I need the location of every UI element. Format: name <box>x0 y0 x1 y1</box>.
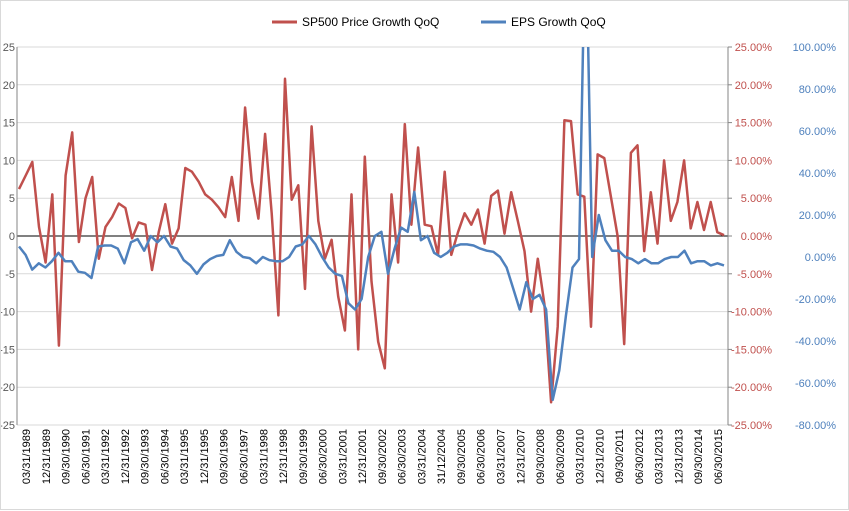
right-eps-tick-label: -40.00% <box>795 336 836 348</box>
legend-label-price: SP500 Price Growth QoQ <box>302 15 439 29</box>
x-tick-label: 12/31/2010 <box>594 429 606 484</box>
x-tick-label: 09/30/2002 <box>377 429 389 484</box>
x-tick-label: 03/31/2007 <box>496 429 508 484</box>
left-tick-label: -5 <box>5 269 15 281</box>
x-tick-label: 09/30/2011 <box>614 429 626 483</box>
right-eps-tick-label: 60.00% <box>799 126 837 138</box>
x-tick-label: 12/31/1989 <box>41 429 53 484</box>
right-price-tick-label: -5.00% <box>737 269 772 281</box>
x-tick-label: 03/31/2004 <box>416 429 428 484</box>
left-tick-label: -10 <box>1 307 15 319</box>
x-tick-label: 09/30/1990 <box>61 429 73 484</box>
left-tick-label: 15 <box>3 118 15 130</box>
x-tick-label: 06/30/2006 <box>476 429 488 484</box>
x-tick-label: 12/31/1992 <box>120 429 132 484</box>
right-price-tick-label: 10.00% <box>735 155 773 167</box>
x-tick-label: 09/30/1999 <box>298 429 310 484</box>
right-price-tick-label: -10.00% <box>731 307 772 319</box>
legend-label-eps: EPS Growth QoQ <box>511 15 606 29</box>
series-line-eps <box>18 47 725 402</box>
x-tick-label: 09/30/1996 <box>219 429 231 484</box>
right-eps-tick-label: -60.00% <box>795 378 836 390</box>
right-eps-tick-label: 80.00% <box>799 84 837 96</box>
right-price-tick-label: 5.00% <box>741 193 772 205</box>
x-tick-label: 06/30/2012 <box>634 429 646 484</box>
x-tick-label: 09/30/2008 <box>535 429 547 484</box>
x-tick-label: 09/30/1993 <box>140 429 152 484</box>
x-tick-label: 03/31/1998 <box>258 429 270 484</box>
left-tick-label: 25 <box>3 42 15 54</box>
x-tick-label: 03/31/1989 <box>21 429 33 484</box>
series-lines <box>17 47 725 404</box>
axes <box>16 47 729 425</box>
legend: SP500 Price Growth QoQ EPS Growth QoQ <box>272 15 606 29</box>
x-tick-label: 06/30/1991 <box>80 429 92 484</box>
x-tick-label: 03/31/1995 <box>179 429 191 484</box>
x-axis-ticks: 03/31/1989 12/31/1989 09/30/1990 06/30/1991… <box>21 429 725 484</box>
x-tick-label: 03/31/2001 <box>337 429 349 484</box>
right-price-tick-label: -20.00% <box>731 382 772 394</box>
x-tick-label: 06/30/2003 <box>397 429 409 484</box>
x-tick-label: 09/30/2014 <box>693 429 705 484</box>
right-eps-tick-label: 40.00% <box>799 168 837 180</box>
x-tick-label: 12/31/2001 <box>357 429 369 484</box>
x-tick-label: 06/30/2009 <box>555 429 567 484</box>
x-tick-label: 06/30/1997 <box>238 429 250 484</box>
x-tick-label: 12/31/2007 <box>515 429 527 484</box>
left-tick-label: -25 <box>1 420 15 432</box>
right-axis-eps-ticks: -80.00% -60.00% -40.00% -20.00% 0.00% 20.00% 4… <box>793 42 837 432</box>
x-tick-label: 12/31/1998 <box>278 429 290 484</box>
x-tick-label: 03/31/2013 <box>654 429 666 484</box>
left-tick-label: -15 <box>1 344 15 356</box>
right-eps-tick-label: 100.00% <box>793 42 837 54</box>
right-eps-tick-label: 0.00% <box>805 252 836 264</box>
right-axis-price-ticks: -25.00% -20.00% -15.00% -10.00% -5.00% 0.00% 5… <box>728 42 772 432</box>
x-tick-label: 03/31/1992 <box>100 429 112 484</box>
left-tick-label: 5 <box>9 193 15 205</box>
right-price-tick-label: 0.00% <box>741 231 772 243</box>
x-tick-label: 31/12/2004 <box>436 429 448 484</box>
x-tick-label: 06/30/2015 <box>713 429 725 484</box>
right-price-tick-label: 25.00% <box>735 42 773 54</box>
left-tick-label: 10 <box>3 155 15 167</box>
right-price-tick-label: -25.00% <box>731 420 772 432</box>
x-tick-label: 06/30/1994 <box>159 429 171 484</box>
x-tick-label: 06/30/2000 <box>318 429 330 484</box>
gridlines <box>17 46 728 426</box>
left-tick-label: 0 <box>9 231 15 243</box>
x-tick-label: 12/31/2013 <box>673 429 685 484</box>
left-tick-label: -20 <box>1 382 15 394</box>
right-eps-tick-label: 20.00% <box>799 210 837 222</box>
series-line-price <box>17 77 725 404</box>
right-price-tick-label: 15.00% <box>735 118 773 130</box>
x-tick-label: 09/30/2005 <box>456 429 468 484</box>
left-axis-ticks: -25 -20 -15 -10 -5 0 5 10 15 20 25 <box>1 42 15 432</box>
right-eps-tick-label: -80.00% <box>795 420 836 432</box>
right-price-tick-label: 20.00% <box>735 80 773 92</box>
right-eps-tick-label: -20.00% <box>795 294 836 306</box>
x-tick-label: 12/31/1995 <box>199 429 211 484</box>
left-tick-label: 20 <box>3 80 15 92</box>
x-tick-label: 03/31/2010 <box>575 429 587 484</box>
right-price-tick-label: -15.00% <box>731 344 772 356</box>
